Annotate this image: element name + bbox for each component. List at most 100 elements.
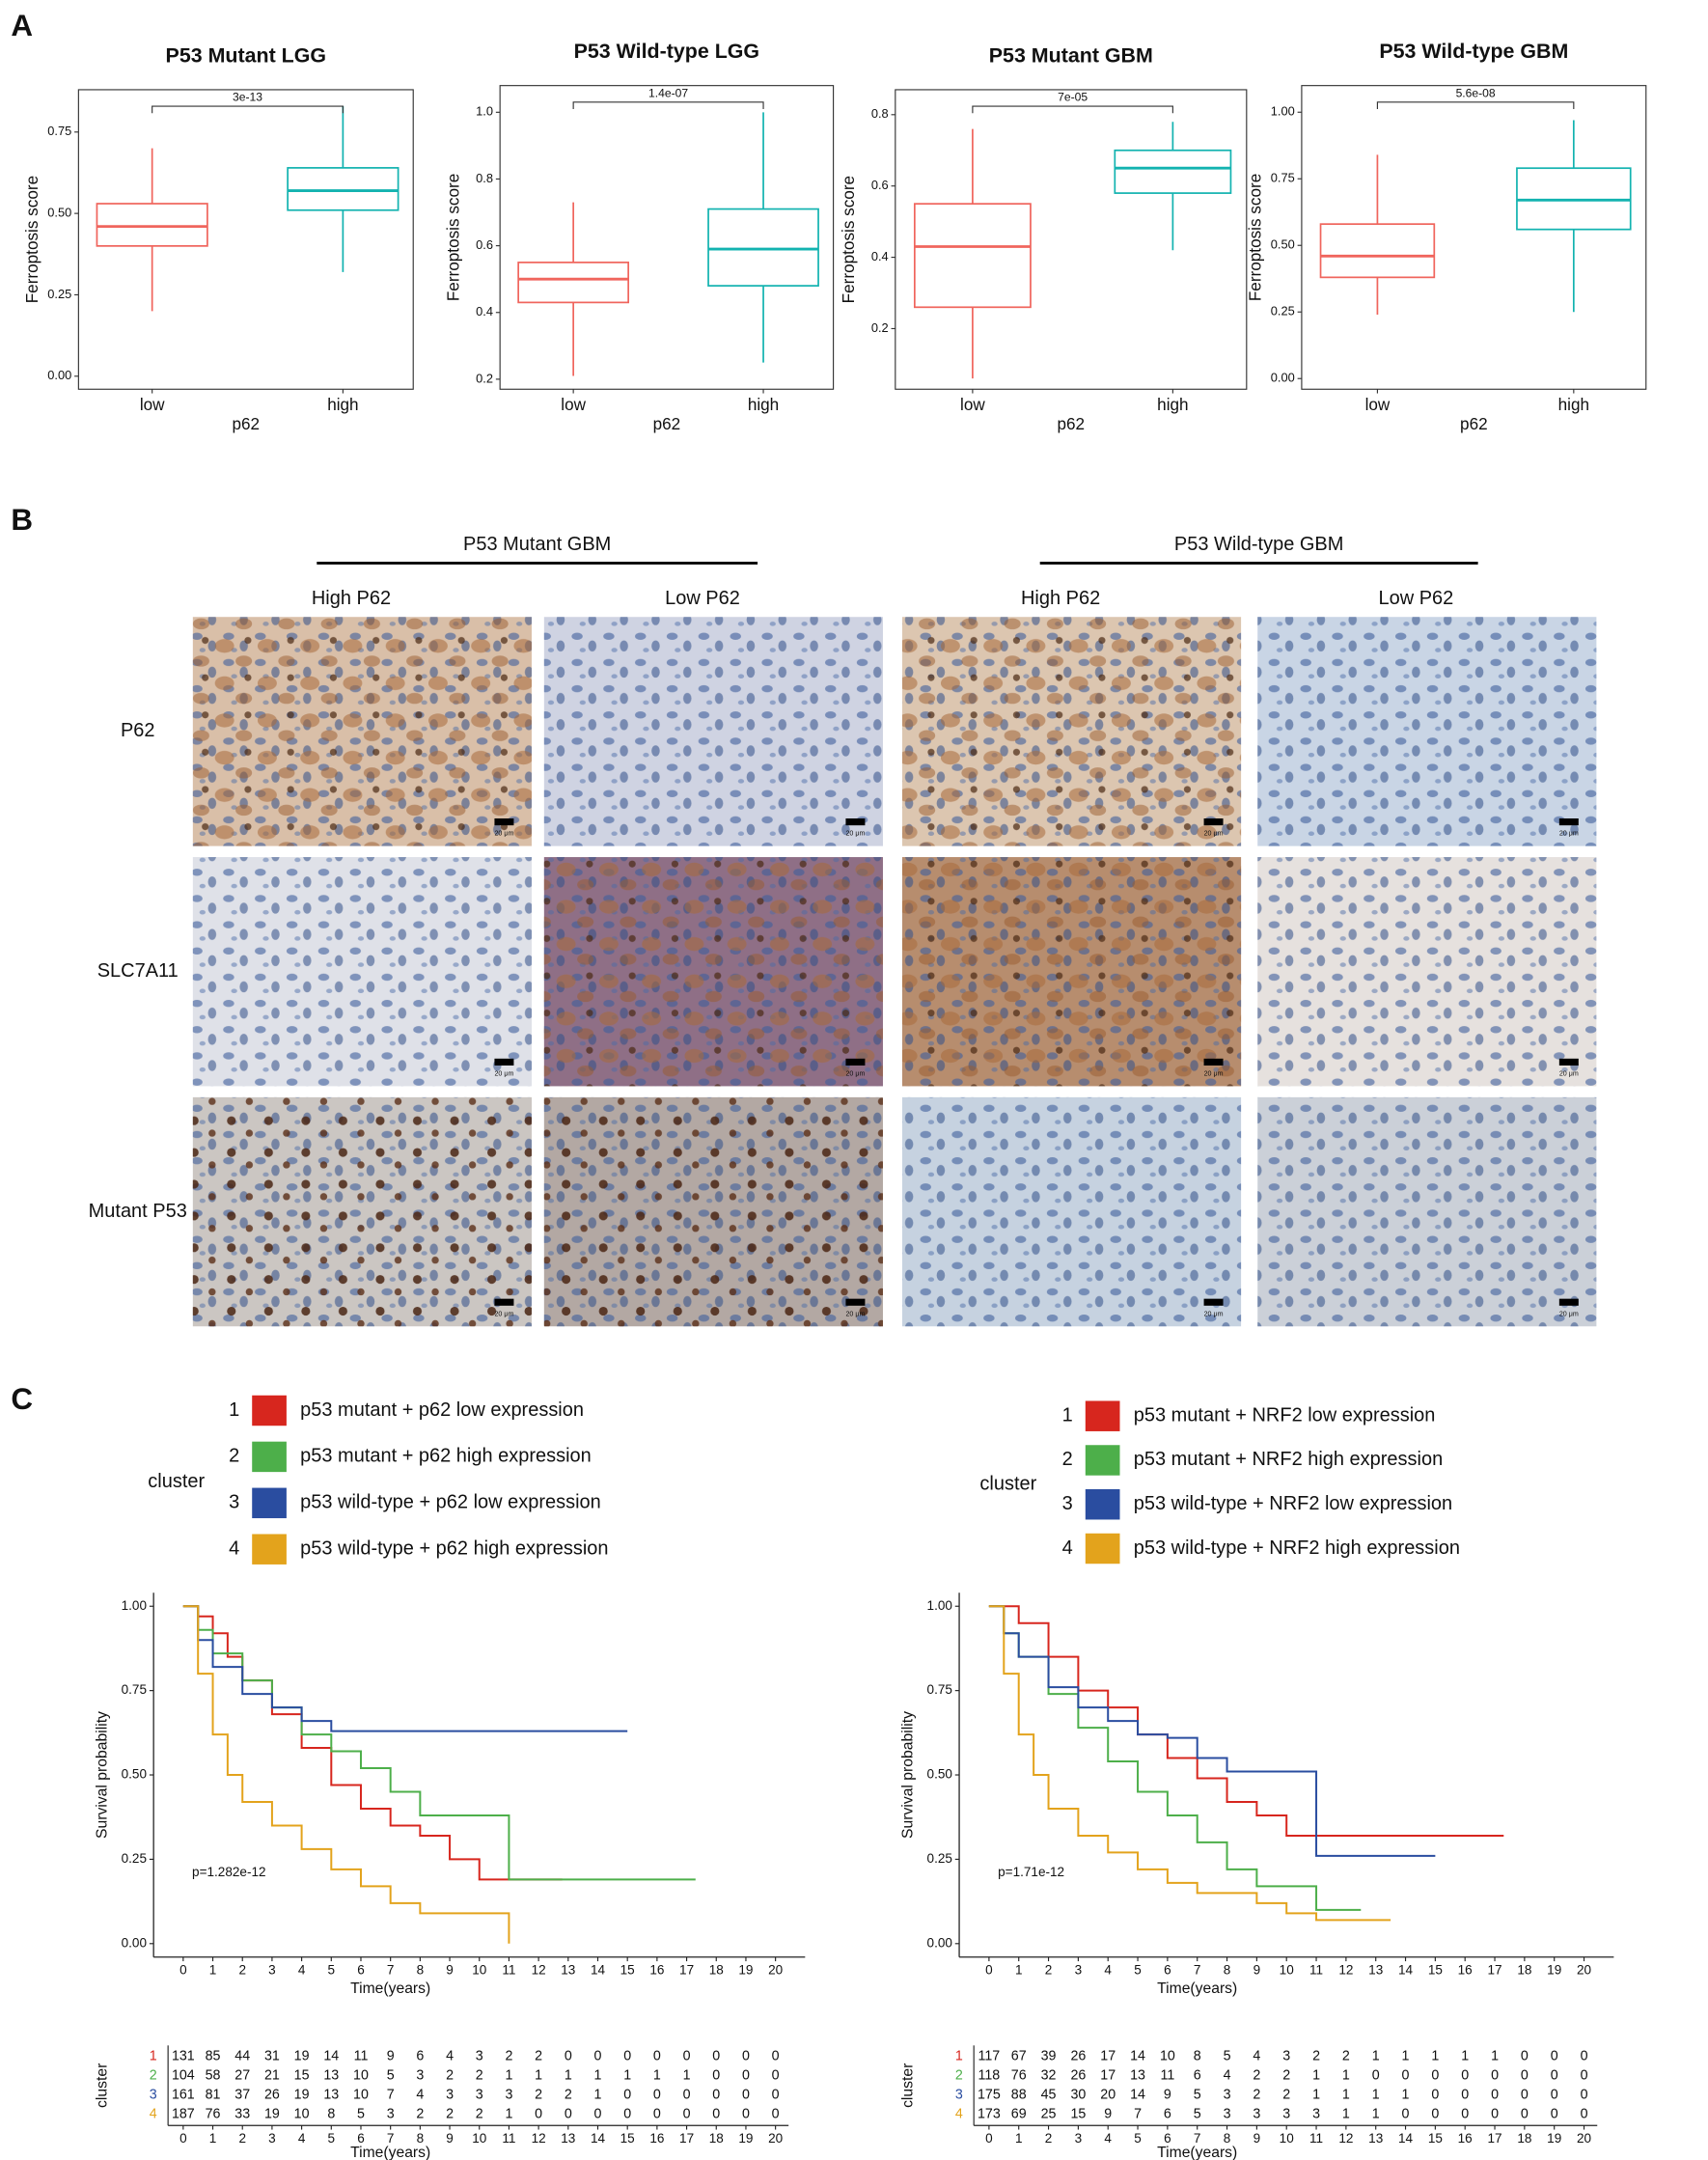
risk-count: 33 (234, 2107, 250, 2122)
risk-count: 0 (1581, 2068, 1588, 2084)
scale-bar (1558, 1058, 1579, 1066)
ihc-stain (901, 857, 1242, 1087)
legend-label: p53 wild-type + NRF2 high expression (1134, 1537, 1460, 1559)
risk-count: 0 (653, 2088, 661, 2103)
scale-bar-label: 20 μm (494, 830, 513, 838)
y-tick-label: 1.00 (927, 1598, 953, 1613)
risk-row-label: 3 (955, 2088, 963, 2103)
risk-count: 26 (264, 2088, 280, 2103)
panel-label: B (11, 503, 33, 537)
plot-frame (1301, 85, 1647, 390)
x-tick-label: high (1558, 395, 1589, 414)
risk-count: 2 (1312, 2049, 1320, 2064)
risk-count: 2 (1342, 2049, 1350, 2064)
x-tick-label: 13 (1368, 1963, 1383, 1978)
risk-count: 2 (476, 2068, 483, 2084)
x-axis-label: p62 (233, 414, 261, 433)
scale-bar-label: 20 μm (1204, 1069, 1224, 1077)
scale-bar (845, 818, 866, 826)
risk-count: 0 (1461, 2068, 1469, 2084)
x-tick-label: 13 (561, 1963, 575, 1978)
risk-count: 1 (1372, 2049, 1380, 2064)
risk-x-tick-label: 7 (387, 2131, 395, 2146)
risk-count: 104 (172, 2068, 195, 2084)
y-tick-label: 0.00 (122, 1935, 148, 1950)
risk-x-tick-label: 13 (1368, 2131, 1383, 2146)
risk-count: 5 (357, 2107, 365, 2122)
risk-count: 1 (594, 2068, 602, 2084)
risk-count: 0 (712, 2107, 720, 2122)
risk-count: 13 (323, 2068, 339, 2084)
risk-count: 10 (353, 2088, 369, 2103)
ihc-stain (192, 1096, 532, 1327)
legend-key: 1 (1062, 1404, 1073, 1426)
risk-x-tick-label: 11 (502, 2131, 515, 2146)
risk-count: 4 (1224, 2068, 1231, 2084)
legend-swatch (252, 1534, 287, 1565)
x-tick-label: low (561, 395, 586, 414)
risk-count: 175 (978, 2088, 1001, 2103)
risk-count: 0 (683, 2049, 691, 2064)
risk-x-tick-label: 17 (679, 2131, 694, 2146)
risk-count: 0 (535, 2107, 542, 2122)
risk-count: 1 (535, 2068, 542, 2084)
survival-curve (182, 1605, 628, 1732)
risk-count: 81 (206, 2088, 221, 2103)
survival-curve (182, 1605, 696, 1881)
y-tick-label: 0.25 (1271, 304, 1295, 318)
legend-key: 2 (229, 1446, 239, 1467)
risk-count: 27 (234, 2068, 250, 2084)
x-tick-label: 8 (1224, 1963, 1231, 1978)
scale-bar-label: 20 μm (1559, 1310, 1579, 1317)
ihc-stain (543, 1096, 883, 1327)
risk-count: 14 (1130, 2049, 1145, 2064)
chart-title: P53 Wild-type LGG (574, 40, 759, 63)
scale-bar (1203, 1058, 1224, 1066)
risk-count: 17 (1100, 2049, 1116, 2064)
risk-count: 5 (387, 2068, 395, 2084)
risk-x-tick-label: 12 (532, 2131, 546, 2146)
risk-count: 0 (653, 2107, 661, 2122)
x-axis-label: p62 (1058, 414, 1086, 433)
risk-count: 1 (1461, 2049, 1469, 2064)
risk-count: 37 (234, 2088, 250, 2103)
risk-count: 44 (234, 2049, 250, 2064)
legend-title: cluster (979, 1473, 1036, 1494)
risk-count: 0 (742, 2107, 750, 2122)
risk-x-tick-label: 0 (985, 2131, 993, 2146)
risk-x-tick-label: 16 (1458, 2131, 1473, 2146)
y-tick-label: 0.75 (927, 1682, 952, 1697)
risk-count: 0 (1372, 2068, 1380, 2084)
risk-count: 13 (323, 2088, 339, 2103)
risk-count: 0 (1431, 2088, 1439, 2103)
y-tick-label: 0.25 (47, 287, 71, 301)
risk-count: 1 (623, 2068, 631, 2084)
risk-x-tick-label: 14 (591, 2131, 606, 2146)
x-tick-label: 11 (1309, 1963, 1323, 1978)
y-tick-label: 0.2 (871, 320, 889, 335)
risk-count: 0 (1461, 2088, 1469, 2103)
risk-row-label: 4 (955, 2107, 963, 2122)
x-tick-label: 0 (179, 1963, 187, 1978)
x-tick-label: 4 (1104, 1963, 1112, 1978)
risk-count: 3 (446, 2088, 454, 2103)
scale-bar-label: 20 μm (494, 1069, 513, 1077)
y-tick-label: 0.50 (122, 1767, 148, 1782)
column-header: High P62 (312, 588, 391, 609)
scale-bar-label: 20 μm (494, 1310, 513, 1317)
risk-count: 0 (1581, 2049, 1588, 2064)
risk-count: 0 (1551, 2049, 1558, 2064)
risk-count: 0 (653, 2049, 661, 2064)
ihc-texture (901, 1096, 1242, 1327)
p-value: 1.4e-07 (648, 86, 688, 99)
group-header: P53 Mutant GBM (463, 534, 611, 555)
risk-count: 2 (535, 2088, 542, 2103)
box (287, 167, 399, 211)
y-tick-label: 0.50 (47, 206, 71, 220)
y-tick-label: 0.75 (1271, 171, 1295, 185)
legend-label: p53 mutant + NRF2 low expression (1134, 1404, 1436, 1426)
y-tick-label: 1.00 (122, 1598, 148, 1613)
x-tick-label: 17 (1487, 1963, 1501, 1978)
x-tick-label: 9 (446, 1963, 454, 1978)
